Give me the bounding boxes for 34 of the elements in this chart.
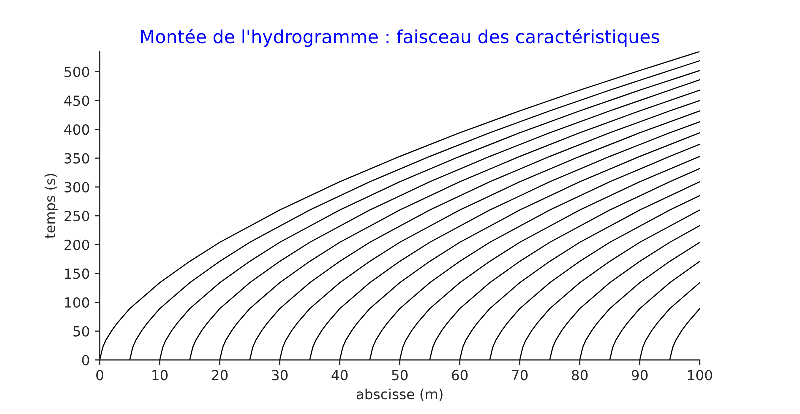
y-tick-label: 250 [64,211,90,222]
y-tick-label: 150 [65,268,90,280]
y-tick-label: 500 [64,66,90,78]
x-tick-label: 80 [572,370,588,381]
y-tick-label: 100 [65,298,90,308]
x-axis-title: abscisse (m) [356,388,443,402]
x-tick-label: 40 [332,370,348,381]
line-series [549,225,700,360]
y-tick-label: 200 [64,240,90,250]
line-series [639,282,700,360]
line-series [609,261,700,360]
x-tick-label: 0 [96,370,104,381]
y-tick-label: 400 [64,124,90,136]
y-axis-title: temps (s) [44,174,58,239]
x-tick-label: 100 [688,370,712,381]
x-tick-label: 60 [452,370,468,381]
y-tick-label: 450 [64,96,90,106]
chart-title: Montée de l'hydrogramme : faisceau des caractéristiques [141,28,660,48]
line-series [669,308,700,360]
line-series [579,242,700,360]
x-tick-label: 10 [152,370,168,381]
x-tick-label: 50 [392,370,408,381]
y-tick-label: 0 [82,355,90,366]
line-series [459,181,700,360]
line-series [489,195,700,360]
line-series [519,210,700,360]
x-tick-label: 30 [272,370,288,381]
line-series [429,168,700,360]
x-tick-label: 20 [212,370,228,381]
x-tick-label: 70 [512,370,528,381]
x-tick-label: 90 [632,370,648,381]
y-tick-label: 350 [64,153,90,164]
y-tick-label: 50 [74,326,90,337]
y-tick-label: 300 [64,182,90,193]
